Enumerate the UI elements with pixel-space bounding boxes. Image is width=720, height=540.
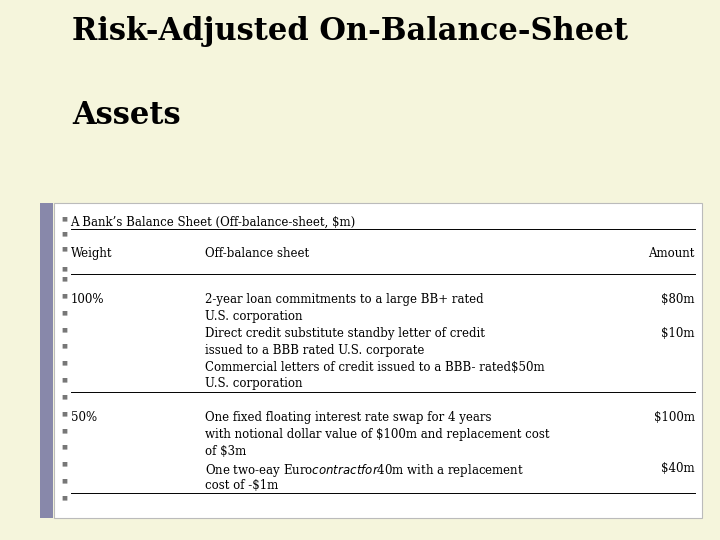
- Text: U.S. corporation: U.S. corporation: [205, 310, 302, 323]
- Text: ■: ■: [61, 293, 67, 298]
- Text: Amount: Amount: [649, 247, 695, 260]
- Text: of $3m: of $3m: [205, 445, 246, 458]
- Text: ■: ■: [61, 344, 67, 349]
- Text: Assets: Assets: [72, 100, 181, 131]
- Text: Weight: Weight: [71, 247, 112, 260]
- Text: A Bank’s Balance Sheet (Off-balance-sheet, $m): A Bank’s Balance Sheet (Off-balance-shee…: [71, 216, 356, 229]
- Bar: [54, 202, 702, 518]
- Text: ■: ■: [61, 377, 67, 382]
- Text: One fixed floating interest rate swap for 4 years: One fixed floating interest rate swap fo…: [205, 411, 492, 424]
- Text: ■: ■: [61, 411, 67, 416]
- Text: ■: ■: [61, 310, 67, 315]
- Text: ■: ■: [61, 247, 67, 252]
- Text: with notional dollar value of $100m and replacement cost: with notional dollar value of $100m and …: [205, 428, 549, 441]
- Text: 50%: 50%: [71, 411, 96, 424]
- Text: $40m: $40m: [661, 462, 695, 475]
- Text: ■: ■: [61, 428, 67, 433]
- Text: One two-eay Euro$ contract for $40m with a replacement: One two-eay Euro$ contract for $40m with…: [205, 462, 524, 478]
- Text: cost of -$1m: cost of -$1m: [205, 478, 279, 491]
- Text: U.S. corporation: U.S. corporation: [205, 377, 302, 390]
- Text: ■: ■: [61, 445, 67, 450]
- Text: ■: ■: [61, 495, 67, 501]
- Text: $10m: $10m: [661, 327, 695, 340]
- Text: ■: ■: [61, 232, 67, 237]
- Text: Direct credit substitute standby letter of credit: Direct credit substitute standby letter …: [205, 327, 485, 340]
- Text: ■: ■: [61, 327, 67, 332]
- Text: ■: ■: [61, 216, 67, 221]
- Text: ■: ■: [61, 276, 67, 281]
- Text: issued to a BBB rated U.S. corporate: issued to a BBB rated U.S. corporate: [205, 344, 425, 357]
- Text: ■: ■: [61, 361, 67, 366]
- Bar: [40, 202, 53, 518]
- Text: ■: ■: [61, 267, 67, 272]
- Text: Commercial letters of credit issued to a BBB- rated$50m: Commercial letters of credit issued to a…: [205, 361, 545, 374]
- Text: $100m: $100m: [654, 411, 695, 424]
- Text: ■: ■: [61, 394, 67, 399]
- Text: 100%: 100%: [71, 293, 104, 306]
- Text: Risk-Adjusted On-Balance-Sheet: Risk-Adjusted On-Balance-Sheet: [72, 16, 628, 47]
- Text: 2-year loan commitments to a large BB+ rated: 2-year loan commitments to a large BB+ r…: [205, 293, 484, 306]
- Text: Off-balance sheet: Off-balance sheet: [205, 247, 310, 260]
- Text: ■: ■: [61, 478, 67, 483]
- Text: $80m: $80m: [661, 293, 695, 306]
- Text: ■: ■: [61, 462, 67, 467]
